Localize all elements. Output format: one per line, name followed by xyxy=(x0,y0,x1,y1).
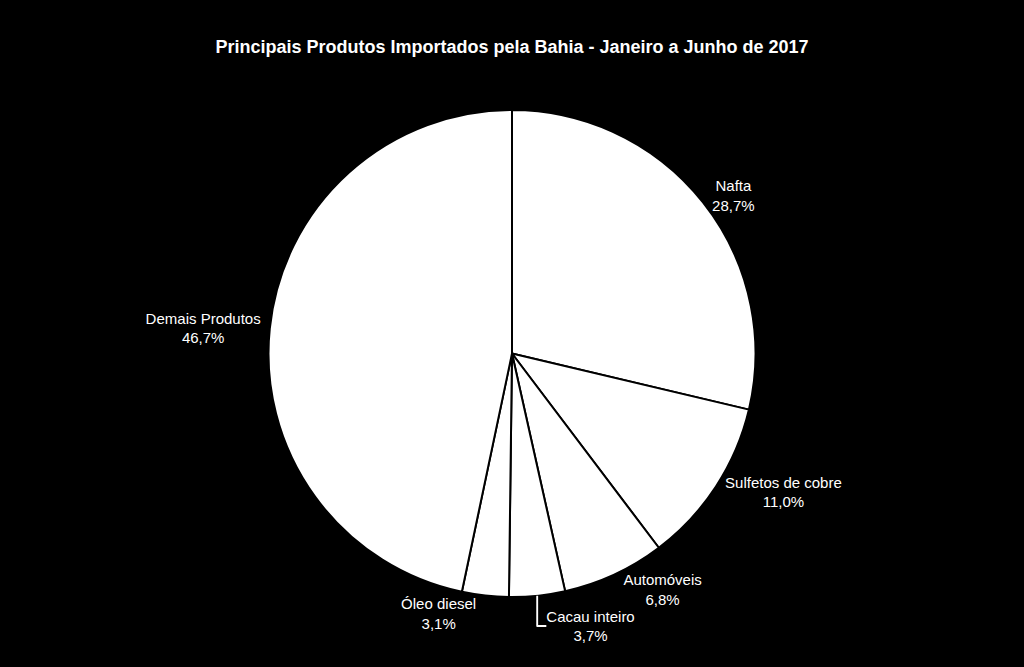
svg-text:Automóveis6,8%: Automóveis6,8% xyxy=(623,571,701,608)
svg-text:Demais Produtos46,7%: Demais Produtos46,7% xyxy=(146,310,261,347)
svg-text:Principais Produtos Importados: Principais Produtos Importados pela Bahi… xyxy=(215,37,808,57)
svg-text:Sulfetos de cobre11,0%: Sulfetos de cobre11,0% xyxy=(725,474,842,511)
svg-text:Óleo diesel3,1%: Óleo diesel3,1% xyxy=(401,595,476,632)
svg-text:Cacau inteiro3,7%: Cacau inteiro3,7% xyxy=(546,608,634,645)
svg-text:Nafta28,7%: Nafta28,7% xyxy=(712,177,755,214)
